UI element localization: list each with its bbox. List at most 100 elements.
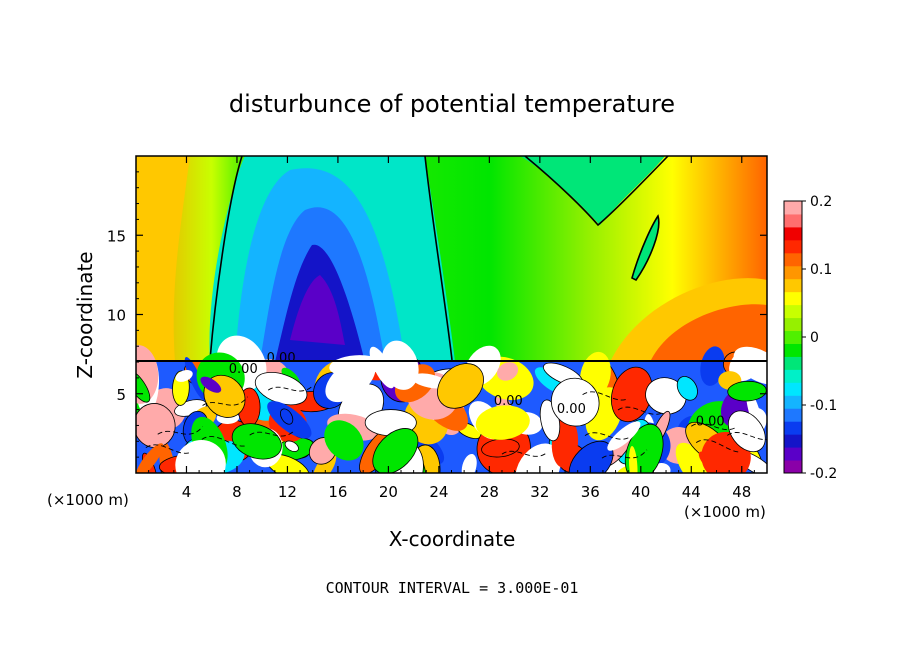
colorbar-swatch [784, 421, 802, 435]
plot-area [136, 156, 767, 473]
colorbar-swatch [784, 252, 802, 267]
colorbar-swatch [784, 330, 802, 344]
contour-label: 0.00 [557, 402, 586, 417]
turbulence-eddy [200, 376, 222, 393]
chart-title: disturbunce of potential temperature [229, 90, 675, 118]
x-tick-label: 16 [328, 483, 347, 501]
x-tick-label: 12 [278, 483, 297, 501]
contour-labels: 0.00 0.00 0.00 0.00 0.00 [229, 351, 725, 429]
colorbar-tick-label: 0.2 [810, 194, 832, 210]
colorbar-tick-label: -0.2 [810, 466, 837, 482]
negative-contour [201, 436, 247, 447]
warm-anomaly-right-core [650, 304, 767, 362]
negative-contour [601, 449, 648, 459]
contour-label: 0.00 [267, 351, 296, 366]
x-tick-label: 20 [379, 483, 398, 501]
turbulence-eddy [381, 340, 419, 390]
zero-contour-loop [631, 214, 660, 282]
zero-contour-left [209, 156, 243, 361]
colorbar-swatch [784, 434, 802, 448]
x-tick-label: 48 [732, 483, 751, 501]
turbulence-eddy [475, 405, 530, 440]
turbulence-eddy [645, 377, 687, 415]
x-tick-label: 44 [682, 483, 701, 501]
colorbar-swatch [784, 447, 802, 461]
turbulence-eddy [550, 377, 600, 427]
cold-plume-deep [290, 275, 345, 345]
colorbar-tick-label: 0 [810, 330, 819, 346]
negative-contour [267, 385, 314, 392]
y-tick-label: 5 [116, 386, 126, 404]
colorbar-swatch [784, 395, 802, 409]
turbulence-eddy [437, 363, 484, 409]
turbulent-layer [136, 335, 767, 473]
colorbar-swatch [784, 265, 802, 280]
negative-contour [202, 396, 248, 406]
turbulence-eddy [607, 421, 641, 451]
turbulence-eddy [136, 345, 159, 404]
zero-contour-right [424, 156, 453, 361]
turbulence-eddy [497, 362, 519, 381]
contour-label: 0.00 [696, 414, 725, 429]
x-unit-label-left: (×1000 m) [47, 491, 129, 509]
colorbar-swatch [784, 460, 802, 474]
x-tick-label: 8 [232, 483, 242, 501]
turbulence-eddy [675, 442, 716, 473]
turbulence-eddy [727, 410, 766, 453]
colorbar-swatch [784, 213, 802, 228]
turbulence-eddy [231, 423, 282, 460]
negative-contour [691, 422, 737, 430]
turbulence-eddy [461, 453, 477, 473]
turbulence-eddy [652, 462, 671, 473]
colorbar-swatch [784, 201, 802, 215]
turbulence-eddy [676, 376, 698, 401]
turbulence-eddy [325, 357, 376, 403]
turbulence-eddy [324, 420, 364, 461]
warm-anomaly-left [136, 156, 190, 362]
turbulence-eddy [280, 408, 294, 425]
colorbar-swatch [784, 408, 802, 422]
negative-contour [584, 432, 631, 440]
colorbar-tick-label: 0.1 [810, 262, 832, 278]
negative-contour [157, 426, 204, 435]
zero-contour-dome [524, 156, 669, 227]
contour-interval-note: CONTOUR INTERVAL = 3.000E-01 [326, 579, 579, 597]
colorbar-swatch [784, 278, 802, 293]
turbulence-eddy [629, 445, 638, 473]
x-tick-label: 32 [530, 483, 549, 501]
x-tick-label: 24 [429, 483, 448, 501]
contour-label: 0.00 [229, 362, 258, 377]
x-axis-label: X-coordinate [389, 527, 516, 551]
negative-contour [695, 439, 742, 453]
turbulence-eddy [372, 428, 419, 473]
x-unit-label-right: (×1000 m) [684, 503, 766, 521]
negative-contour [617, 406, 664, 415]
y-axis: 5 10 15 [107, 171, 767, 458]
x-tick-label: 36 [581, 483, 600, 501]
y-tick-label: 15 [107, 227, 126, 245]
neutral-dome-right [520, 156, 665, 225]
colorbar: 0.2 0.1 0 -0.1 -0.2 [783, 194, 837, 482]
colorbar-swatch [784, 291, 802, 306]
x-tick-label: 4 [182, 483, 192, 501]
colorbar-swatch [784, 356, 802, 370]
turbulence-eddy [698, 451, 734, 473]
colorbar-swatch [784, 304, 802, 319]
x-tick-label: 40 [631, 483, 650, 501]
x-axis: 4 8 12 16 20 24 28 32 36 40 44 48 [148, 156, 755, 501]
colorbar-swatch [784, 382, 802, 396]
negative-contour [727, 432, 767, 440]
colorbar-tick-label: -0.1 [810, 398, 837, 414]
turbulence-eddy [284, 440, 299, 452]
y-tick-label: 10 [107, 307, 126, 325]
x-tick-label: 28 [480, 483, 499, 501]
contour-label: 0.00 [494, 394, 523, 409]
turbulence-eddy [136, 443, 164, 473]
negative-contour [501, 450, 548, 457]
turbulence-eddy [175, 369, 193, 382]
colorbar-swatch [784, 369, 802, 383]
colorbar-swatch [784, 343, 802, 357]
colorbar-swatch [784, 317, 802, 332]
negative-contour [249, 430, 296, 437]
turbulence-eddy [136, 369, 151, 403]
